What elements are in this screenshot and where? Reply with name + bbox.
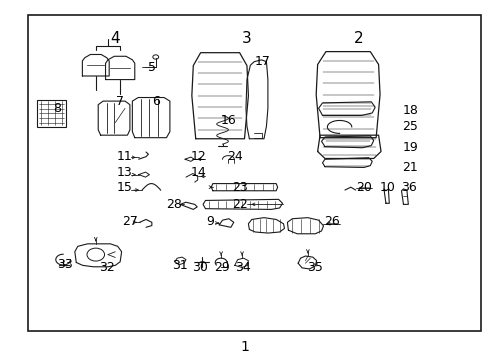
Text: 18: 18 — [402, 104, 417, 117]
Text: 2: 2 — [353, 31, 363, 46]
Text: 29: 29 — [213, 261, 229, 274]
Text: 32: 32 — [99, 261, 115, 274]
Text: 16: 16 — [221, 114, 236, 127]
Text: 25: 25 — [402, 120, 417, 133]
Text: 20: 20 — [355, 181, 371, 194]
Text: 11: 11 — [117, 150, 133, 163]
Text: 10: 10 — [379, 181, 394, 194]
Text: 13: 13 — [117, 166, 133, 179]
Text: 15: 15 — [117, 181, 133, 194]
Bar — [37, 100, 65, 127]
Text: 19: 19 — [402, 141, 417, 154]
Text: 3: 3 — [242, 31, 251, 46]
Text: 7: 7 — [116, 95, 124, 108]
Text: 22: 22 — [231, 198, 247, 211]
Text: 5: 5 — [147, 60, 156, 73]
Text: 8: 8 — [53, 102, 61, 115]
Text: 24: 24 — [226, 150, 242, 163]
Text: 21: 21 — [402, 161, 417, 174]
Text: 28: 28 — [165, 198, 182, 211]
Text: 36: 36 — [401, 181, 416, 194]
Text: 30: 30 — [191, 261, 207, 274]
Text: 34: 34 — [235, 261, 250, 274]
Text: 17: 17 — [255, 55, 270, 68]
Text: 26: 26 — [324, 215, 340, 228]
Text: 35: 35 — [306, 261, 322, 274]
Text: 12: 12 — [190, 150, 205, 163]
Text: 9: 9 — [206, 215, 214, 228]
Text: 4: 4 — [110, 31, 120, 46]
Text: 33: 33 — [57, 258, 73, 271]
Text: 27: 27 — [122, 215, 138, 228]
Text: 14: 14 — [190, 166, 205, 179]
Text: 6: 6 — [151, 95, 160, 108]
Bar — [27, 15, 480, 330]
Text: 23: 23 — [231, 181, 247, 194]
Text: 1: 1 — [240, 341, 248, 355]
Text: 31: 31 — [172, 259, 187, 272]
